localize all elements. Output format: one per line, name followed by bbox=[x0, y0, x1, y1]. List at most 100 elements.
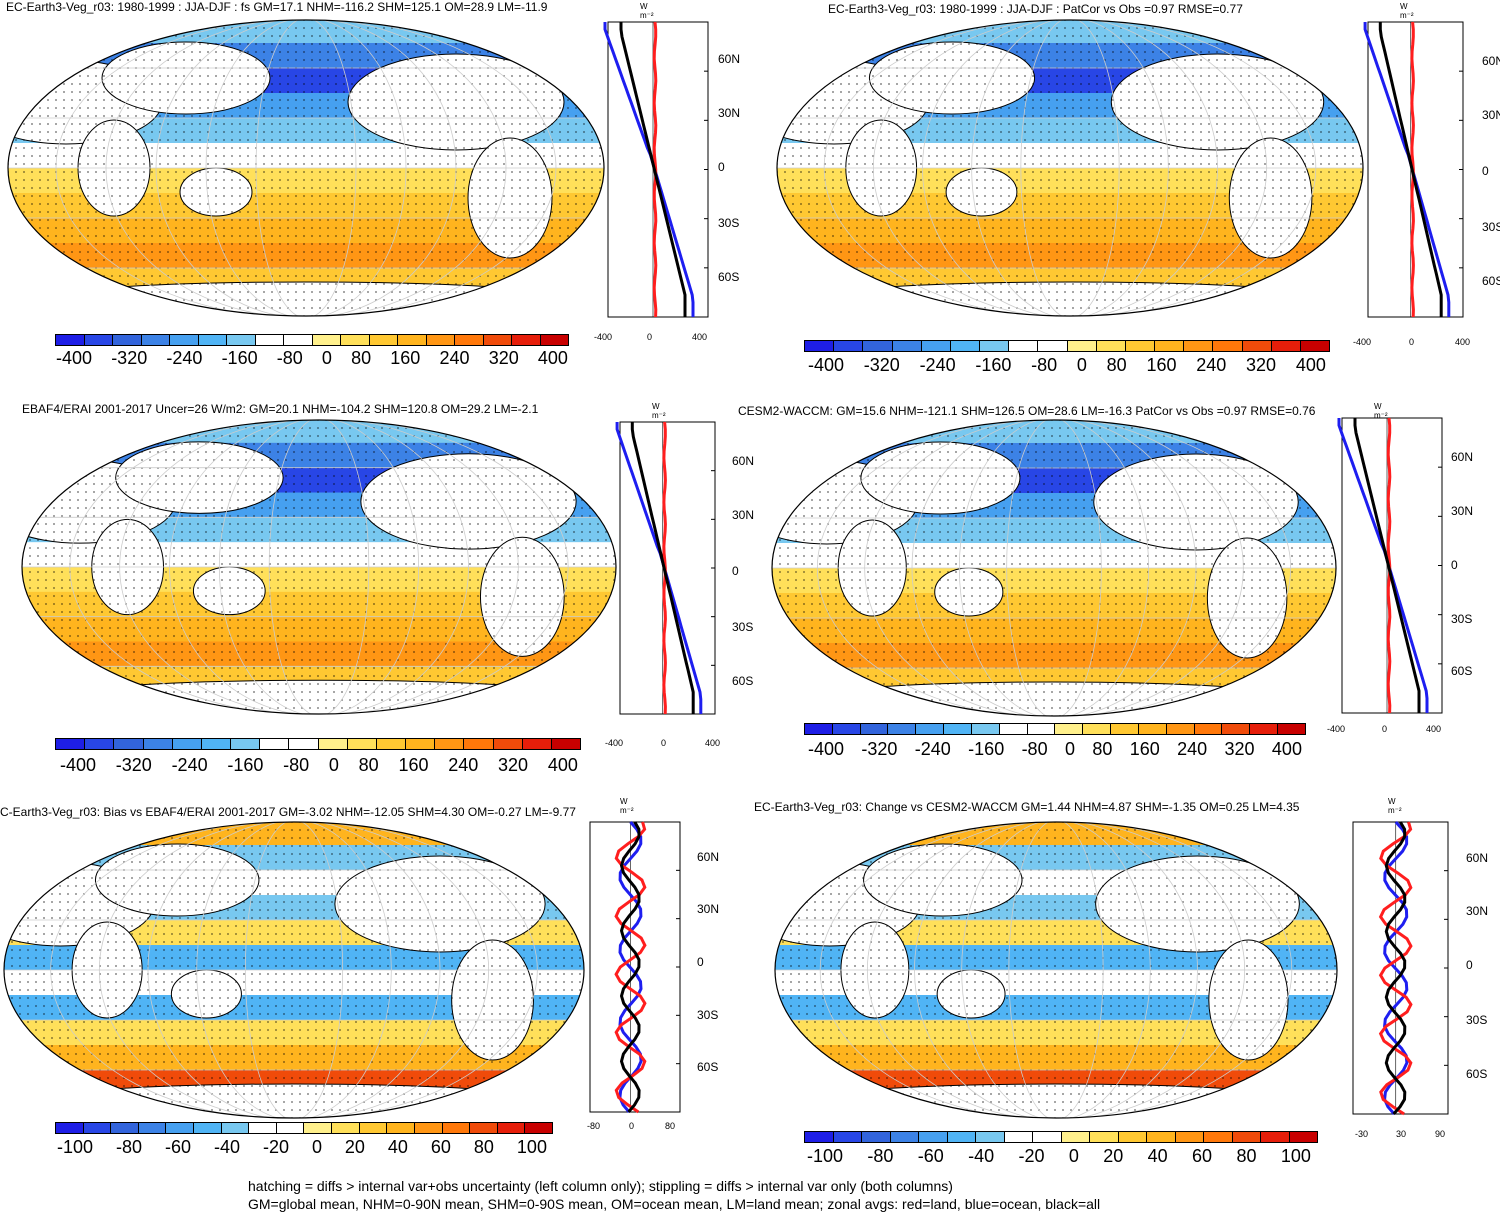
x-tick: -30 bbox=[1355, 1129, 1369, 1139]
colorbar bbox=[55, 1122, 553, 1134]
cbar-label: -160 bbox=[221, 348, 258, 368]
lat-label: 60N bbox=[1482, 54, 1500, 68]
cbar-label: 160 bbox=[398, 755, 429, 775]
lat-label: 0 bbox=[1451, 558, 1458, 572]
panel-title: CESM2-WACCM: GM=15.6 NHM=-121.1 SHM=126.… bbox=[738, 404, 1316, 418]
colorbar-swatch bbox=[888, 724, 917, 734]
colorbar-swatch bbox=[999, 724, 1028, 734]
colorbar-swatch bbox=[1222, 724, 1251, 734]
colorbar-swatch bbox=[111, 1123, 139, 1133]
colorbar bbox=[804, 1131, 1318, 1143]
colorbar-swatch bbox=[1111, 724, 1139, 734]
cbar-label: 0 bbox=[311, 1137, 322, 1157]
colorbar-swatch bbox=[916, 724, 945, 734]
cbar-label: -320 bbox=[111, 348, 148, 368]
colorbar-swatch bbox=[890, 1132, 919, 1142]
colorbar-swatch bbox=[1175, 1132, 1204, 1142]
unit-label: W m⁻² bbox=[1374, 402, 1388, 420]
colorbar-swatch bbox=[1083, 724, 1112, 734]
colorbar-swatch bbox=[312, 335, 341, 345]
lat-label: 0 bbox=[697, 955, 704, 969]
panel-title: EBAF4/ERAI 2001-2017 Uncer=26 W/m2: GM=2… bbox=[22, 402, 539, 416]
cbar-label: 100 bbox=[516, 1137, 547, 1157]
colorbar-swatch bbox=[1004, 1132, 1033, 1142]
colorbar-swatch bbox=[1067, 341, 1097, 351]
cbar-label: -240 bbox=[166, 348, 203, 368]
x-tick: 90 bbox=[1435, 1129, 1446, 1139]
colorbar-swatch bbox=[483, 335, 512, 345]
colorbar-swatch bbox=[56, 1123, 84, 1133]
map-model-patcor bbox=[776, 19, 1364, 317]
cbar-label: 40 bbox=[1147, 1146, 1168, 1166]
colorbar-swatch bbox=[231, 739, 261, 749]
colorbar-swatch bbox=[805, 724, 833, 734]
cbar-label: 400 bbox=[1295, 355, 1326, 375]
colorbar-swatch bbox=[143, 739, 173, 749]
cbar-label: -240 bbox=[914, 739, 951, 759]
x-tick: 0 bbox=[661, 738, 667, 748]
colorbar-swatch bbox=[1278, 724, 1305, 734]
colorbar-swatch bbox=[113, 335, 142, 345]
colorbar-labels: -400 -320 -240 -160 -80 0 80 160 240 320 400 bbox=[60, 755, 578, 776]
colorbar-swatch bbox=[304, 1123, 333, 1133]
colorbar bbox=[804, 340, 1330, 352]
cbar-label: 240 bbox=[439, 348, 470, 368]
colorbar-swatch bbox=[141, 335, 170, 345]
zonal-avg-plot bbox=[615, 421, 716, 715]
colorbar-swatch bbox=[194, 1123, 222, 1133]
cbar-label: 60 bbox=[1192, 1146, 1213, 1166]
cbar-label: -400 bbox=[808, 355, 845, 375]
lat-label: 30N bbox=[1482, 108, 1500, 122]
x-tick: -400 bbox=[1327, 724, 1346, 734]
cbar-label: 320 bbox=[488, 348, 519, 368]
cbar-label: 60 bbox=[430, 1137, 451, 1157]
colorbar-swatch bbox=[1147, 1132, 1176, 1142]
unit-label: W m⁻² bbox=[640, 2, 654, 20]
colorbar-swatch bbox=[1300, 341, 1330, 351]
cbar-label: -400 bbox=[56, 348, 93, 368]
colorbar-swatch bbox=[1204, 1132, 1233, 1142]
cbar-label: -80 bbox=[1031, 355, 1058, 375]
cbar-label: 400 bbox=[547, 755, 578, 775]
x-tick: 400 bbox=[1455, 337, 1471, 347]
cbar-label: -20 bbox=[262, 1137, 289, 1157]
zonal-avg-plot bbox=[589, 821, 681, 1114]
lat-label: 30N bbox=[697, 902, 720, 916]
lat-label: 30S bbox=[697, 1008, 719, 1022]
colorbar-labels: -100 -80 -60 -40 -20 0 20 40 60 80 100 bbox=[57, 1137, 547, 1158]
colorbar-swatch bbox=[976, 1132, 1005, 1142]
lat-label: 60N bbox=[732, 454, 755, 468]
colorbar-swatch bbox=[1055, 724, 1084, 734]
unit-label: W m⁻² bbox=[1388, 797, 1402, 815]
map-cesm bbox=[771, 419, 1337, 717]
x-tick: 0 bbox=[647, 332, 653, 342]
colorbar-swatch bbox=[805, 1132, 834, 1142]
cbar-label: -240 bbox=[171, 755, 208, 775]
lat-label: 60S bbox=[718, 270, 740, 284]
cbar-label: -240 bbox=[919, 355, 956, 375]
cbar-label: 0 bbox=[1064, 739, 1075, 759]
colorbar-swatch bbox=[525, 1123, 552, 1133]
colorbar-swatch bbox=[289, 739, 319, 749]
map-obs bbox=[21, 419, 617, 715]
lat-label: 60S bbox=[1482, 274, 1500, 288]
panel-title: EC-Earth3-Veg_r03: Change vs CESM2-WACCM… bbox=[754, 800, 1300, 814]
colorbar-swatch bbox=[950, 341, 981, 351]
colorbar-swatch bbox=[512, 335, 541, 345]
lat-label: 30S bbox=[718, 216, 740, 230]
colorbar-swatch bbox=[1213, 341, 1243, 351]
map-change bbox=[774, 821, 1338, 1119]
lat-label: 30N bbox=[718, 106, 741, 120]
colorbar-swatch bbox=[493, 739, 523, 749]
colorbar-swatch bbox=[1009, 341, 1039, 351]
colorbar-swatch bbox=[166, 1123, 195, 1133]
cbar-label: 80 bbox=[1106, 355, 1127, 375]
colorbar-swatch bbox=[221, 1123, 250, 1133]
colorbar-swatch bbox=[1155, 341, 1185, 351]
lat-label: 60S bbox=[697, 1060, 719, 1074]
colorbar bbox=[804, 723, 1306, 735]
colorbar-swatch bbox=[1166, 724, 1195, 734]
colorbar-swatch bbox=[398, 335, 427, 345]
x-tick: 0 bbox=[1382, 724, 1388, 734]
colorbar-swatch bbox=[834, 341, 864, 351]
